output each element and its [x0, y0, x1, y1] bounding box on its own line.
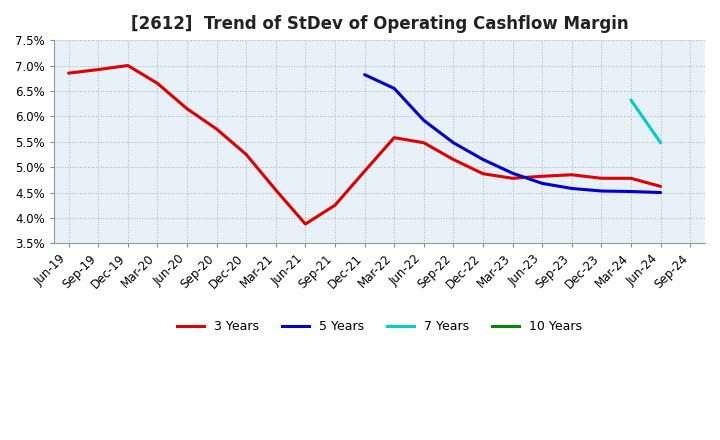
3 Years: [538, 174, 546, 179]
5 Years: [420, 118, 428, 123]
5 Years: [656, 190, 665, 195]
3 Years: [626, 176, 635, 181]
3 Years: [242, 152, 251, 157]
3 Years: [420, 140, 428, 145]
3 Years: [449, 157, 458, 162]
5 Years: [360, 72, 369, 77]
5 Years: [597, 188, 606, 194]
5 Years: [508, 171, 517, 176]
Line: 5 Years: 5 Years: [364, 75, 660, 193]
7 Years: [626, 97, 635, 103]
Line: 3 Years: 3 Years: [68, 66, 660, 224]
Legend: 3 Years, 5 Years, 7 Years, 10 Years: 3 Years, 5 Years, 7 Years, 10 Years: [171, 315, 588, 337]
3 Years: [508, 176, 517, 181]
Title: [2612]  Trend of StDev of Operating Cashflow Margin: [2612] Trend of StDev of Operating Cashf…: [130, 15, 629, 33]
3 Years: [330, 202, 339, 208]
3 Years: [656, 184, 665, 189]
3 Years: [94, 67, 102, 72]
3 Years: [390, 135, 398, 140]
Line: 7 Years: 7 Years: [631, 100, 660, 143]
3 Years: [123, 63, 132, 68]
5 Years: [538, 181, 546, 186]
3 Years: [271, 187, 280, 193]
5 Years: [390, 86, 398, 91]
5 Years: [449, 140, 458, 145]
5 Years: [567, 186, 576, 191]
3 Years: [479, 171, 487, 176]
3 Years: [183, 106, 192, 111]
5 Years: [479, 157, 487, 162]
7 Years: [656, 140, 665, 145]
3 Years: [597, 176, 606, 181]
3 Years: [64, 70, 73, 76]
3 Years: [567, 172, 576, 177]
3 Years: [212, 126, 221, 132]
3 Years: [360, 169, 369, 174]
3 Years: [301, 221, 310, 227]
5 Years: [626, 189, 635, 194]
3 Years: [153, 81, 162, 86]
